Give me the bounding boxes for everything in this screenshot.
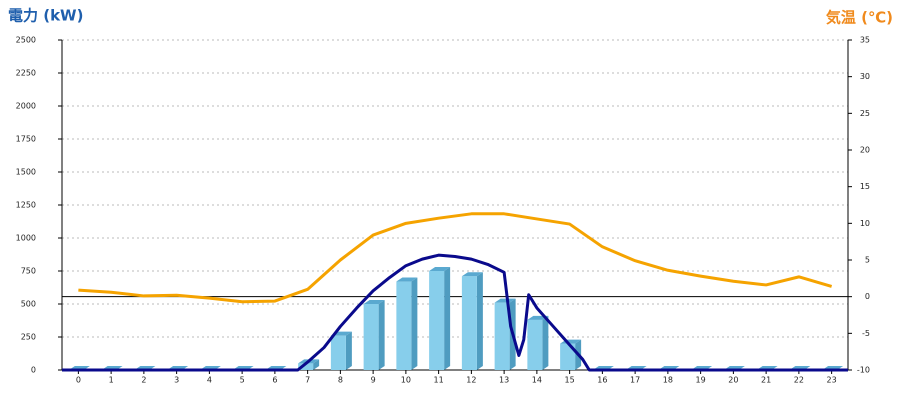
bar-top xyxy=(461,272,483,277)
x-tick-label: 18 xyxy=(663,376,673,385)
x-tick-label: 13 xyxy=(499,376,509,385)
x-tick-label: 3 xyxy=(174,376,179,385)
y-axis-title: 電力 (kW) xyxy=(8,7,83,25)
x-tick-label: 7 xyxy=(305,376,310,385)
y2-tick-label: -10 xyxy=(857,366,870,375)
y-tick-label: 1000 xyxy=(16,234,36,243)
y-tick-label: 0 xyxy=(31,366,36,375)
bar-front xyxy=(298,363,314,370)
y2-tick-label: 0 xyxy=(865,292,870,301)
x-tick-label: 4 xyxy=(207,376,212,385)
x-tick-label: 9 xyxy=(371,376,376,385)
bar-top xyxy=(429,267,451,271)
bar-side xyxy=(476,272,483,370)
bar xyxy=(527,315,549,370)
y-tick-label: 1250 xyxy=(16,201,36,210)
y-tick-label: 500 xyxy=(21,300,36,309)
y2-tick-label: 30 xyxy=(860,72,870,81)
bar-side xyxy=(345,331,352,370)
x-tick-label: 19 xyxy=(696,376,706,385)
x-tick-label: 0 xyxy=(76,376,81,385)
bar-front xyxy=(330,335,346,370)
bar-top xyxy=(363,300,385,304)
y2-tick-label: 5 xyxy=(865,256,870,265)
y-tick-label: 750 xyxy=(21,267,36,276)
y-tick-label: 2250 xyxy=(16,69,36,78)
x-tick-label: 1 xyxy=(109,376,114,385)
x-tick-label: 15 xyxy=(565,376,575,385)
x-tick-label: 21 xyxy=(761,376,771,385)
bar-top xyxy=(494,298,516,303)
bar xyxy=(429,267,451,370)
bar-front xyxy=(527,319,543,370)
bar xyxy=(494,298,516,370)
line xyxy=(78,212,833,304)
bar-front xyxy=(494,302,510,370)
bar xyxy=(330,331,352,370)
y2-tick-label: 35 xyxy=(860,36,870,45)
bar-front xyxy=(461,276,477,370)
bar-front xyxy=(363,304,379,370)
x-tick-label: 20 xyxy=(728,376,738,385)
bar-side xyxy=(411,277,418,370)
bar-front xyxy=(560,343,576,370)
y2-tick-label: 25 xyxy=(860,109,870,118)
bar-front xyxy=(429,271,445,370)
y-tick-label: 1500 xyxy=(16,168,36,177)
y-tick-label: 250 xyxy=(21,333,36,342)
x-tick-label: 17 xyxy=(630,376,640,385)
x-tick-label: 16 xyxy=(597,376,607,385)
x-tick-label: 6 xyxy=(272,376,277,385)
y2-tick-label: 15 xyxy=(860,182,870,191)
x-tick-label: 23 xyxy=(827,376,837,385)
bar-side xyxy=(313,359,320,370)
x-tick-label: 22 xyxy=(794,376,804,385)
y-tick-label: 1750 xyxy=(16,135,36,144)
line xyxy=(62,253,848,372)
x-tick-label: 12 xyxy=(466,376,476,385)
bar-side xyxy=(444,267,451,370)
x-tick-label: 5 xyxy=(240,376,245,385)
y-tick-label: 2500 xyxy=(16,36,36,45)
y2-tick-label: -5 xyxy=(862,329,870,338)
bar-front xyxy=(396,281,412,370)
x-tick-label: 10 xyxy=(401,376,411,385)
x-tick-label: 14 xyxy=(532,376,542,385)
bar xyxy=(461,272,483,370)
bar-side xyxy=(378,300,385,370)
x-tick-label: 8 xyxy=(338,376,343,385)
bar xyxy=(363,300,385,370)
bar-side xyxy=(542,315,549,370)
y-tick-label: 2000 xyxy=(16,102,36,111)
bar xyxy=(396,277,418,370)
y2-tick-label: 20 xyxy=(860,146,870,155)
bar-top xyxy=(396,277,418,282)
y2-axis-title: 気温 (℃) xyxy=(826,9,893,27)
y2-tick-label: 10 xyxy=(860,219,870,228)
x-tick-label: 2 xyxy=(141,376,146,385)
x-tick-label: 11 xyxy=(434,376,444,385)
